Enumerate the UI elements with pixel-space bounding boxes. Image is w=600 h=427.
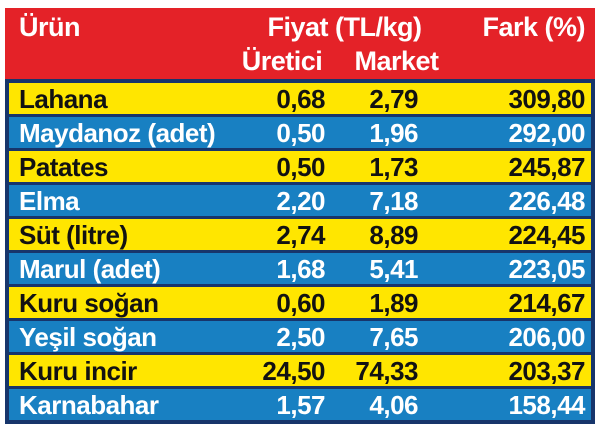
market-price-cell: 7,18 <box>369 185 418 216</box>
header-row-1: Ürün Fiyat (TL/kg) Fark (%) <box>9 11 591 45</box>
product-cell: Kuru soğan <box>19 287 159 318</box>
table-row: Süt (litre) 2,74 8,89 224,45 <box>9 216 591 250</box>
table-row: Maydanoz (adet) 0,50 1,96 292,00 <box>9 114 591 148</box>
market-price-cell: 1,96 <box>369 117 418 148</box>
market-price-cell: 4,06 <box>369 389 418 420</box>
table-row: Lahana 0,68 2,79 309,80 <box>9 83 591 114</box>
product-cell: Karnabahar <box>19 389 159 420</box>
table-row: Elma 2,20 7,18 226,48 <box>9 182 591 216</box>
market-price-cell: 74,33 <box>355 355 418 386</box>
diff-cell: 245,87 <box>508 151 585 182</box>
product-cell: Lahana <box>19 83 108 114</box>
product-cell: Patates <box>19 151 109 182</box>
table-row: Kuru incir 24,50 74,33 203,37 <box>9 352 591 386</box>
table-row: Kuru soğan 0,60 1,89 214,67 <box>9 284 591 318</box>
header-diff-label: Fark (%) <box>482 12 585 42</box>
market-price-cell: 7,65 <box>369 321 418 352</box>
table-row: Patates 0,50 1,73 245,87 <box>9 148 591 182</box>
producer-price-cell: 1,57 <box>276 389 325 420</box>
producer-price-cell: 2,74 <box>276 219 325 250</box>
product-cell: Maydanoz (adet) <box>19 117 216 148</box>
header-price-group-label: Fiyat (TL/kg) <box>267 12 423 42</box>
table-body: Lahana 0,68 2,79 309,80 Maydanoz (adet) … <box>5 79 595 424</box>
producer-price-cell: 0,50 <box>276 151 325 182</box>
producer-price-cell: 1,68 <box>276 253 325 284</box>
product-cell: Yeşil soğan <box>19 321 157 352</box>
diff-cell: 158,44 <box>508 389 585 420</box>
header-producer-label: Üretici <box>241 46 323 76</box>
diff-cell: 206,00 <box>508 321 585 352</box>
product-cell: Marul (adet) <box>19 253 161 284</box>
producer-price-cell: 2,20 <box>276 185 325 216</box>
product-cell: Elma <box>19 185 80 216</box>
diff-cell: 224,45 <box>508 219 585 250</box>
diff-cell: 226,48 <box>508 185 585 216</box>
diff-cell: 214,67 <box>508 287 585 318</box>
market-price-cell: 8,89 <box>369 219 418 250</box>
table-row: Karnabahar 1,57 4,06 158,44 <box>9 386 591 420</box>
market-price-cell: 1,73 <box>369 151 418 182</box>
producer-price-cell: 0,50 <box>276 117 325 148</box>
producer-price-cell: 0,60 <box>276 287 325 318</box>
header-product-label: Ürün <box>19 12 81 42</box>
diff-cell: 309,80 <box>508 83 585 114</box>
diff-cell: 203,37 <box>508 355 585 386</box>
diff-cell: 292,00 <box>508 117 585 148</box>
market-price-cell: 5,41 <box>369 253 418 284</box>
product-cell: Kuru incir <box>19 355 137 386</box>
producer-price-cell: 24,50 <box>262 355 325 386</box>
market-price-cell: 1,89 <box>369 287 418 318</box>
header-market-label: Market <box>354 46 439 76</box>
diff-cell: 223,05 <box>508 253 585 284</box>
producer-price-cell: 0,68 <box>276 83 325 114</box>
market-price-cell: 2,79 <box>369 83 418 114</box>
table-row: Yeşil soğan 2,50 7,65 206,00 <box>9 318 591 352</box>
producer-price-cell: 2,50 <box>276 321 325 352</box>
header-row-2: Üretici Market <box>9 45 591 79</box>
table-header: Ürün Fiyat (TL/kg) Fark (%) Üretici Mark… <box>5 8 595 79</box>
table-row: Marul (adet) 1,68 5,41 223,05 <box>9 250 591 284</box>
product-cell: Süt (litre) <box>19 219 128 250</box>
